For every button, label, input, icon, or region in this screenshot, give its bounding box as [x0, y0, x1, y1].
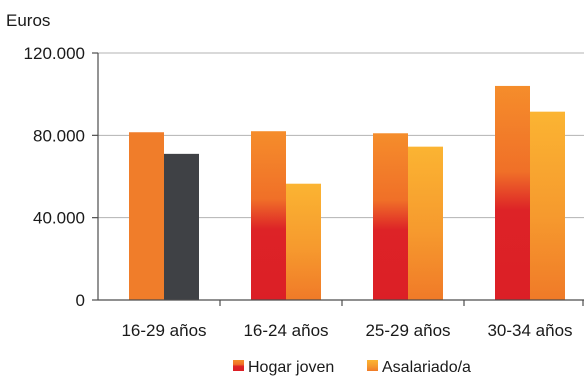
- bar-asalariado-2: [408, 146, 443, 300]
- y-tick-label-3: 120.000: [24, 44, 85, 63]
- axes: [92, 52, 584, 306]
- bar-asalariado-1: [286, 183, 321, 300]
- bar-hogar-joven-2: [373, 133, 408, 300]
- y-tick-label-0: 0: [76, 291, 85, 310]
- x-tick-label-2: 25-29 años: [365, 321, 450, 340]
- legend-label-0: Hogar joven: [248, 359, 334, 376]
- axis-labels: 0 40.000 80.000 120.000 16-29 años 16-24 años…: [6, 11, 573, 340]
- bars: [129, 85, 565, 300]
- y-axis-unit-label: Euros: [6, 11, 50, 30]
- x-tick-label-0: 16-29 años: [121, 321, 206, 340]
- x-tick-label-3: 30-34 años: [487, 321, 572, 340]
- legend-swatch-1: [367, 360, 378, 371]
- x-tick-label-1: 16-24 años: [243, 321, 328, 340]
- y-tick-label-1: 40.000: [33, 209, 85, 228]
- legend: Hogar joven Asalariado/a: [233, 359, 471, 376]
- bar-hogar-joven-3: [495, 85, 530, 300]
- bar-hogar-joven-1: [251, 131, 286, 300]
- y-tick-label-2: 80.000: [33, 126, 85, 145]
- bar-hogar-joven-0: [129, 132, 164, 300]
- legend-label-1: Asalariado/a: [382, 359, 471, 376]
- legend-swatch-0: [233, 360, 244, 371]
- bar-asalariado-0: [164, 153, 199, 300]
- bar-asalariado-3: [530, 111, 565, 300]
